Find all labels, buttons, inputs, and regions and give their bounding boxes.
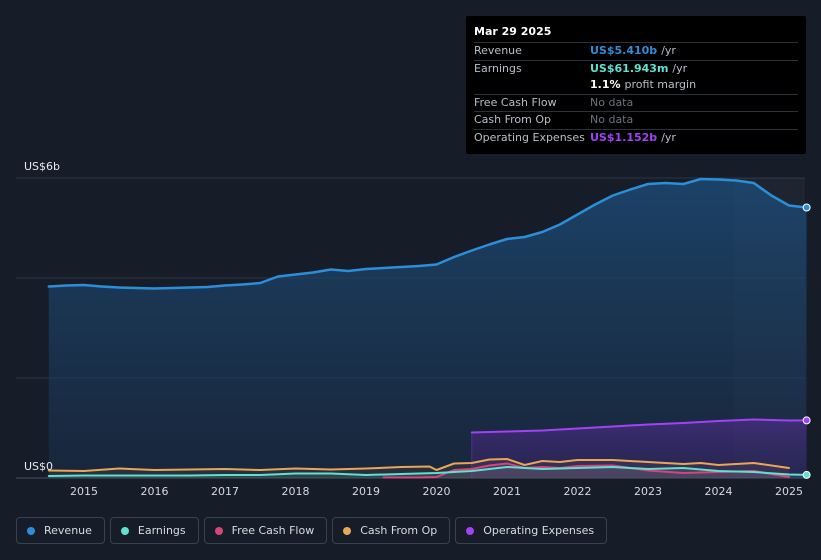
operating-expenses-area xyxy=(471,419,807,478)
tooltip-row-revenue: Revenue US$5.410b /yr xyxy=(474,42,798,60)
tooltip-value-margin: 1.1% xyxy=(590,78,621,91)
revenue-end-point xyxy=(802,203,811,212)
end-points xyxy=(802,203,811,479)
tooltip-label: Revenue xyxy=(474,44,522,57)
cash-from-op-area xyxy=(48,459,790,478)
tooltip-row-margin: 1.1% profit margin xyxy=(474,77,798,94)
series-areas xyxy=(48,179,807,478)
x-axis-ticks: 2015 2016 2017 2018 2019 2020 2021 2022 2023 2024… xyxy=(70,485,803,498)
tooltip-value-opex: US$1.152b xyxy=(590,130,658,144)
legend-label: Free Cash Flow xyxy=(231,524,315,537)
legend-item-cash-from-op[interactable]: Cash From Op xyxy=(332,517,451,544)
cash-from-op-line xyxy=(47,458,790,472)
tooltip-row-fcf: Free Cash Flow No data xyxy=(474,93,798,112)
tooltip-label: Cash From Op xyxy=(474,113,552,126)
tooltip-row-earnings: Earnings US$61.943m /yr xyxy=(474,59,798,78)
tooltip-value-cfo: No data xyxy=(590,113,634,126)
legend-item-free-cash-flow[interactable]: Free Cash Flow xyxy=(203,517,328,544)
tooltip-label: Operating Expenses xyxy=(474,130,585,144)
tooltip-value-fcf: No data xyxy=(590,95,634,109)
legend-label: Operating Expenses xyxy=(483,524,595,537)
legend-label: Cash From Op xyxy=(360,524,438,537)
tooltip: Mar 29 2025 Revenue US$5.410b /yr Earnin… xyxy=(466,16,806,154)
legend-dot-icon xyxy=(343,526,352,535)
tooltip-value-revenue: US$5.410b xyxy=(590,44,658,57)
operating-expenses-line xyxy=(470,418,808,434)
x-tick-label: 2019 xyxy=(352,485,380,498)
tooltip-label: Earnings xyxy=(474,61,522,75)
y-axis-zero-label: US$0 xyxy=(24,460,53,473)
tooltip-row-opex: Operating Expenses US$1.152b /yr xyxy=(474,128,798,147)
legend-label: Earnings xyxy=(137,524,186,537)
legend-label: Revenue xyxy=(44,524,92,537)
legend-dot-icon xyxy=(466,526,475,535)
x-tick-label: 2023 xyxy=(634,485,662,498)
revenue-area xyxy=(48,179,807,478)
operating-expenses-end-point xyxy=(802,416,811,425)
y-axis-max-label: US$6b xyxy=(24,160,60,173)
legend-dot-icon xyxy=(214,526,223,535)
x-tick-label: 2015 xyxy=(70,485,98,498)
tooltip-label: Free Cash Flow xyxy=(474,95,557,109)
tooltip-date: Mar 29 2025 xyxy=(474,25,552,38)
x-tick-label: 2018 xyxy=(282,485,310,498)
x-tick-label: 2020 xyxy=(423,485,451,498)
tooltip-row-cfo: Cash From Op No data xyxy=(474,111,798,129)
tooltip-unit: /yr xyxy=(661,130,676,144)
x-tick-label: 2017 xyxy=(211,485,239,498)
revenue-line xyxy=(47,177,808,290)
series-lines xyxy=(47,177,808,479)
x-tick-label: 2022 xyxy=(564,485,592,498)
x-tick-label: 2016 xyxy=(141,485,169,498)
legend-item-revenue[interactable]: Revenue xyxy=(16,517,105,544)
x-tick-label: 2024 xyxy=(705,485,733,498)
legend-item-operating-expenses[interactable]: Operating Expenses xyxy=(455,517,608,544)
legend-item-earnings[interactable]: Earnings xyxy=(109,517,199,544)
x-tick-label: 2021 xyxy=(493,485,521,498)
earnings-line xyxy=(47,466,808,477)
earnings-end-point xyxy=(802,470,811,479)
tooltip-unit: profit margin xyxy=(624,78,697,91)
legend-dot-icon xyxy=(120,526,129,535)
legend: Revenue Earnings Free Cash Flow Cash Fro… xyxy=(16,517,612,544)
legend-dot-icon xyxy=(27,526,35,535)
tooltip-unit: /yr xyxy=(661,44,676,57)
tooltip-value-earnings: US$61.943m xyxy=(590,61,669,75)
x-tick-label: 2025 xyxy=(775,485,803,498)
tooltip-unit: /yr xyxy=(672,61,688,75)
